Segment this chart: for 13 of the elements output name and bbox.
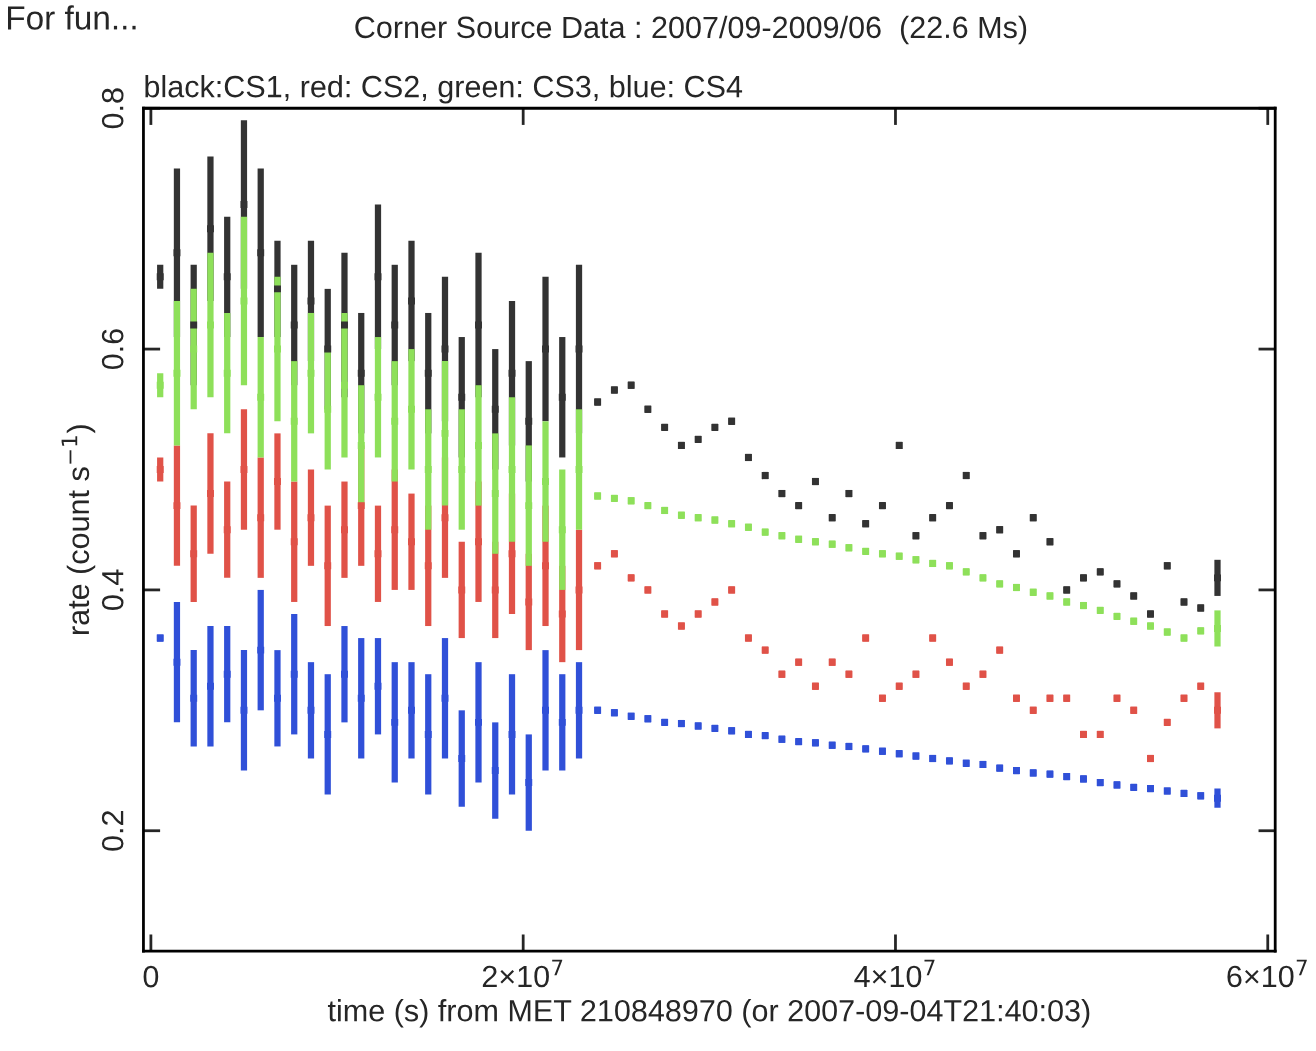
chart-title: Corner Source Data : 2007/09-2009/06 (22.6 Ms) bbox=[355, 15, 1027, 45]
y-tick-label: 0.2 bbox=[101, 811, 124, 851]
x-tick-label: 4×10$^{7}$ bbox=[854, 959, 935, 988]
y-tick-label: 0.4 bbox=[101, 569, 124, 610]
x-tick-label: 2×10$^{7}$ bbox=[482, 959, 563, 988]
x-tick-label: 0 bbox=[143, 965, 159, 988]
text: For fun... bbox=[8, 5, 136, 30]
chart-subtitle: black:CS1, red: CS2, green: CS3, blue: CS4 bbox=[145, 75, 743, 104]
y-axis-title: rate (count s$^{−1}$) bbox=[61, 425, 96, 635]
y-tick-label: 0.6 bbox=[101, 329, 124, 370]
y-tick-label: 0.8 bbox=[101, 88, 124, 129]
x-tick-label: 6×10$^{7}$ bbox=[1227, 959, 1307, 988]
x-axis-title: time (s) from MET 210848970 (or 2007-09-04T21:40:03) bbox=[327, 999, 1090, 1028]
